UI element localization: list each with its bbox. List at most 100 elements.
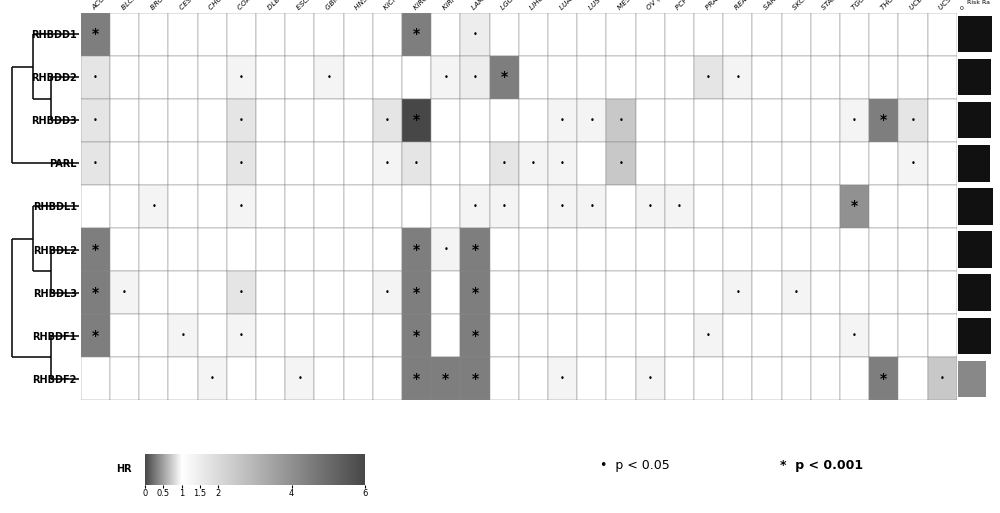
Bar (344, 99, 373, 142)
Text: •: • (735, 288, 740, 297)
Bar (81, 271, 110, 314)
Bar (256, 185, 285, 228)
Bar (256, 99, 285, 142)
Bar (198, 271, 227, 314)
Bar (577, 56, 606, 99)
Bar (723, 271, 752, 314)
Bar (168, 99, 198, 142)
Bar (840, 357, 869, 400)
Text: •: • (589, 202, 594, 211)
Bar (431, 357, 460, 400)
Bar (869, 56, 898, 99)
Bar (81, 357, 110, 400)
Bar (285, 142, 314, 185)
Bar (636, 271, 665, 314)
Text: *: * (880, 371, 887, 386)
Bar (110, 357, 139, 400)
Bar (431, 185, 460, 228)
Bar (606, 271, 636, 314)
Bar (373, 271, 402, 314)
Text: •: • (735, 73, 740, 82)
Bar (285, 99, 314, 142)
Bar (110, 142, 139, 185)
Bar (723, 56, 752, 99)
Bar (869, 185, 898, 228)
Text: •: • (414, 159, 419, 168)
Text: •: • (706, 73, 711, 82)
Bar (81, 56, 110, 99)
Text: 0: 0 (959, 6, 963, 11)
Bar (958, 231, 992, 268)
Text: •: • (531, 159, 536, 168)
Bar (869, 142, 898, 185)
Bar (636, 228, 665, 271)
Bar (665, 228, 694, 271)
Bar (636, 185, 665, 228)
Bar (577, 185, 606, 228)
Bar (548, 99, 577, 142)
Bar (782, 185, 811, 228)
Bar (869, 314, 898, 357)
Bar (431, 56, 460, 99)
Bar (782, 357, 811, 400)
Bar (519, 357, 548, 400)
Bar (431, 271, 460, 314)
Text: *: * (413, 329, 420, 343)
Text: •: • (122, 288, 127, 297)
Bar (460, 99, 490, 142)
Bar (402, 228, 431, 271)
Text: •: • (911, 159, 915, 168)
Text: •: • (648, 374, 653, 383)
Bar (168, 357, 198, 400)
Bar (81, 13, 110, 56)
Bar (928, 56, 957, 99)
Bar (227, 13, 256, 56)
Bar (928, 13, 957, 56)
Bar (314, 13, 344, 56)
Bar (519, 185, 548, 228)
Bar (519, 228, 548, 271)
Bar (227, 228, 256, 271)
Bar (256, 56, 285, 99)
Bar (227, 56, 256, 99)
Bar (373, 228, 402, 271)
Bar (227, 357, 256, 400)
Text: •: • (502, 159, 507, 168)
Bar (490, 271, 519, 314)
Bar (373, 185, 402, 228)
Text: •  p < 0.05: • p < 0.05 (600, 459, 670, 472)
Bar (285, 314, 314, 357)
Bar (373, 13, 402, 56)
Text: •: • (677, 202, 682, 211)
Bar (431, 228, 460, 271)
Bar (519, 142, 548, 185)
Bar (198, 185, 227, 228)
Bar (256, 357, 285, 400)
Bar (869, 357, 898, 400)
Bar (460, 228, 490, 271)
Text: •: • (385, 288, 390, 297)
Text: •: • (706, 331, 711, 340)
Text: •: • (239, 73, 244, 82)
Text: •: • (443, 245, 448, 254)
Bar (958, 60, 991, 95)
Bar (694, 228, 723, 271)
Bar (198, 142, 227, 185)
Bar (577, 357, 606, 400)
Bar (490, 314, 519, 357)
Bar (402, 142, 431, 185)
Text: *: * (471, 286, 479, 300)
Bar (840, 99, 869, 142)
Text: *: * (92, 27, 99, 42)
Bar (139, 13, 168, 56)
Text: HR: HR (116, 464, 132, 475)
Bar (548, 142, 577, 185)
Bar (958, 318, 991, 353)
Bar (548, 271, 577, 314)
Bar (928, 271, 957, 314)
Bar (198, 99, 227, 142)
Bar (577, 99, 606, 142)
Bar (81, 314, 110, 357)
Bar (665, 271, 694, 314)
Bar (285, 185, 314, 228)
